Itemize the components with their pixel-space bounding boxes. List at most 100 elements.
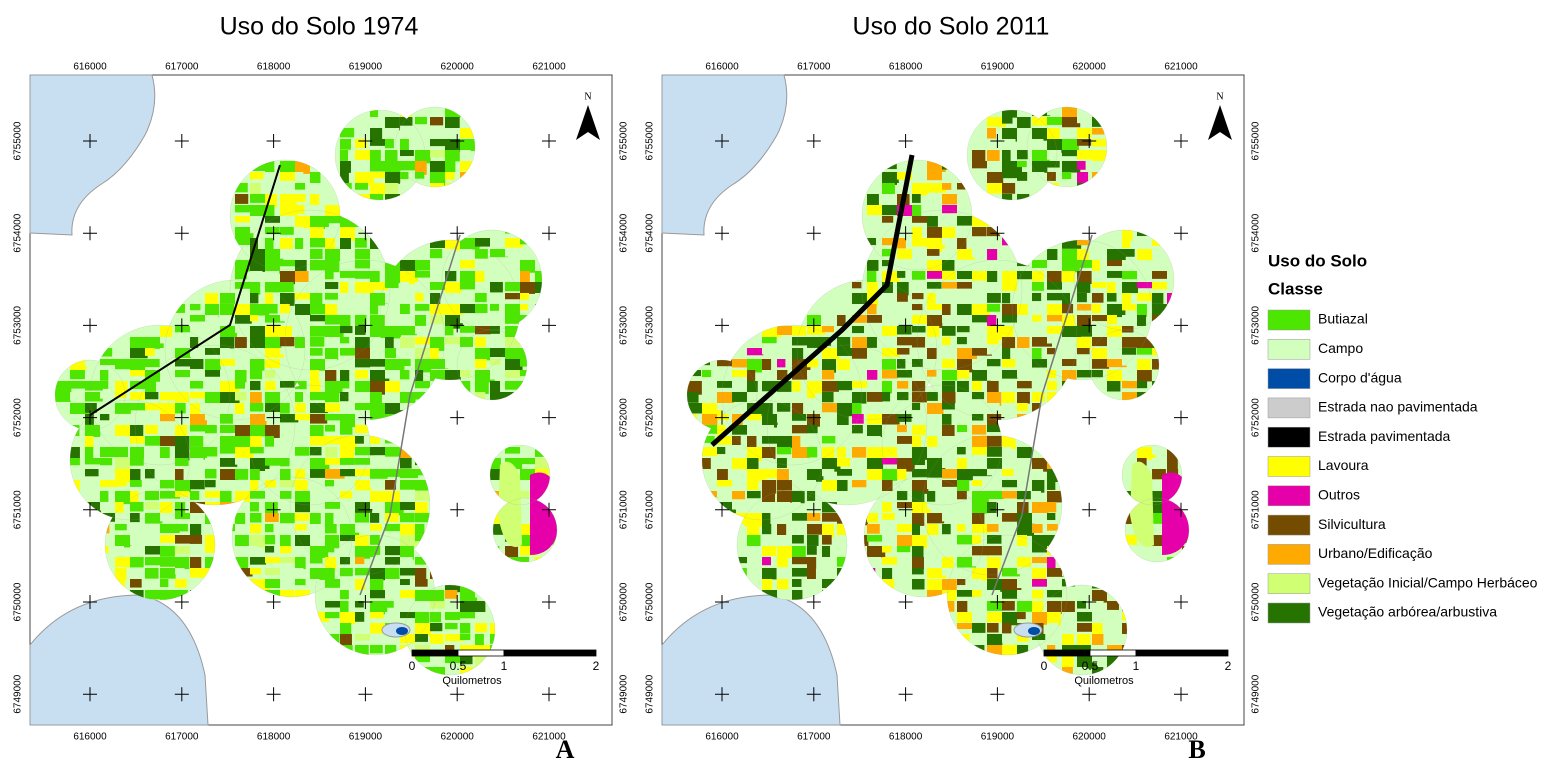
land-patch [280, 249, 295, 259]
land-patch [460, 117, 469, 126]
land-patch [987, 348, 1003, 355]
land-patch [70, 370, 85, 380]
land-patch [1002, 315, 1022, 323]
land-patch [747, 458, 759, 471]
land-patch [1092, 128, 1105, 135]
land-patch [160, 392, 178, 401]
land-patch [1017, 172, 1028, 181]
land-patch [717, 436, 732, 445]
land-patch [235, 183, 248, 193]
land-patch [882, 524, 892, 537]
land-patch [1137, 546, 1154, 560]
land-patch [987, 271, 998, 285]
land-patch [897, 326, 912, 335]
land-patch [430, 260, 446, 271]
land-patch [175, 348, 192, 359]
land-patch [1152, 282, 1169, 290]
grid-cross [358, 226, 373, 241]
land-patch [355, 359, 371, 368]
land-patch [490, 381, 501, 395]
land-patch [972, 150, 986, 164]
land-patch [957, 282, 973, 289]
land-patch [370, 623, 389, 634]
land-patch [1122, 315, 1133, 329]
land-patch [295, 227, 304, 234]
land-patch [295, 502, 314, 513]
land-patch [732, 469, 743, 477]
land-patch [475, 249, 488, 259]
land-patch [1062, 172, 1072, 180]
land-patch [747, 546, 764, 558]
land-patch [1017, 392, 1030, 404]
land-patch [987, 315, 997, 328]
x-tick-label: 616000 [705, 732, 739, 743]
land-patch [205, 282, 222, 292]
land-patch [822, 293, 832, 302]
land-patch [1137, 271, 1149, 285]
land-patch [972, 392, 985, 400]
land-patch [1092, 590, 1110, 603]
land-patch [490, 469, 500, 482]
land-patch [355, 128, 374, 135]
land-patch [747, 337, 759, 350]
land-patch [130, 337, 147, 349]
land-patch [475, 304, 488, 313]
land-patch [1002, 260, 1011, 273]
land-patch [927, 568, 947, 579]
land-patch [250, 480, 259, 491]
land-patch [235, 480, 250, 490]
land-patch [852, 436, 869, 448]
land-patch [325, 557, 337, 570]
land-patch [942, 348, 960, 356]
land-patch [1032, 403, 1041, 412]
land-patch [807, 513, 821, 521]
land-patch [852, 315, 867, 323]
land-patch [490, 260, 501, 268]
land-patch [370, 502, 387, 511]
land-patch [340, 359, 352, 371]
land-patch [807, 392, 816, 399]
land-patch [972, 623, 986, 633]
land-patch [400, 480, 420, 490]
land-patch [852, 282, 862, 289]
land-patch [882, 370, 898, 379]
land-patch [1047, 293, 1064, 301]
blob-outline [334, 109, 426, 201]
land-patch [355, 183, 368, 190]
land-patch [310, 414, 328, 424]
land-patch [1107, 227, 1119, 241]
land-patch [792, 590, 803, 600]
land-patch [777, 447, 792, 455]
land-patch [130, 403, 146, 411]
land-patch [1062, 601, 1075, 613]
land-patch [145, 491, 160, 501]
land-patch [1002, 579, 1022, 592]
land-patch [942, 524, 951, 535]
land-patch [927, 359, 946, 367]
land-patch [115, 535, 132, 548]
land-patch [1017, 315, 1031, 326]
land-patch [340, 557, 350, 565]
land-patch [385, 348, 397, 358]
land-patch [1122, 359, 1135, 366]
land-patch [957, 370, 970, 379]
land-patch [115, 513, 125, 524]
land-patch [912, 238, 929, 247]
land-patch [987, 139, 1003, 152]
land-patch [190, 524, 202, 536]
land-patch [355, 260, 375, 269]
land-patch [250, 579, 270, 591]
land-patch [520, 491, 530, 499]
land-patch [220, 447, 238, 454]
land-patch [1092, 326, 1101, 340]
land-patch [310, 458, 330, 472]
land-patch [370, 128, 383, 140]
land-patch [280, 469, 291, 481]
land-patch [1032, 326, 1041, 336]
land-patch [702, 392, 714, 403]
land-patch [160, 557, 180, 567]
land-patch [295, 183, 306, 190]
land-patch [265, 304, 278, 314]
land-patch [762, 535, 773, 543]
land-patch [145, 469, 155, 479]
